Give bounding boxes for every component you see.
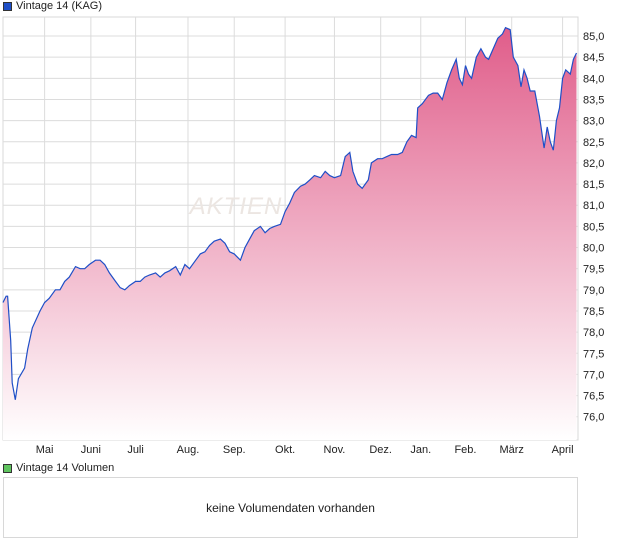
y-tick-label: 81,0 (583, 200, 604, 212)
volume-panel: keine Volumendaten vorhanden (3, 477, 578, 538)
y-tick-label: 79,0 (583, 285, 604, 297)
y-tick-label: 80,5 (583, 221, 604, 233)
y-tick-label: 76,5 (583, 391, 604, 403)
price-line (2, 26, 578, 400)
x-tick-label: April (552, 444, 574, 456)
y-tick-label: 78,5 (583, 306, 604, 318)
y-tick-label: 77,0 (583, 369, 604, 381)
y-tick-label: 79,5 (583, 264, 604, 276)
price-area-fill (3, 27, 577, 440)
price-chart: 76,0 76,5 77,0 77,5 78,0 78,5 79,0 79,5 80,0 80,5… (2, 16, 604, 456)
y-tick-label: 83,5 (583, 94, 604, 106)
volume-legend-swatch (3, 463, 12, 473)
y-tick-label: 81,5 (583, 179, 604, 191)
y-tick-label: 76,0 (583, 412, 604, 424)
x-tick-label: Juli (127, 444, 144, 456)
price-legend-label: Vintage 14 (KAG) (16, 0, 103, 12)
x-tick-label: Feb. (454, 444, 476, 456)
volume-empty-message: keine Volumendaten vorhanden (206, 500, 375, 515)
y-tick-label: 85,0 (583, 31, 604, 43)
x-tick-label: Aug. (177, 444, 200, 456)
y-tick-label: 77,5 (583, 348, 604, 360)
y-tick-label: 78,0 (583, 327, 604, 339)
volume-legend-label: Vintage 14 Volumen (16, 462, 115, 474)
y-tick-label: 82,5 (583, 137, 604, 149)
x-tick-label: Okt. (275, 444, 295, 456)
y-tick-label: 84,5 (583, 52, 604, 64)
price-legend-swatch (3, 1, 12, 11)
x-tick-label: März (499, 444, 523, 456)
y-tick-label: 80,0 (583, 243, 604, 255)
x-tick-label: Dez. (369, 444, 392, 456)
x-tick-label: Nov. (324, 444, 346, 456)
x-tick-label: Sep. (223, 444, 246, 456)
x-tick-label: Juni (81, 444, 101, 456)
x-tick-label: Jan. (410, 444, 431, 456)
watermark: AKTIEN (188, 193, 283, 220)
x-tick-label: Mai (36, 444, 54, 456)
volume-legend: Vintage 14 Volumen (3, 462, 114, 474)
y-tick-label: 83,0 (583, 116, 604, 128)
y-tick-label: 84,0 (583, 73, 604, 85)
y-tick-label: 82,0 (583, 158, 604, 170)
price-legend: Vintage 14 (KAG) (3, 0, 102, 12)
